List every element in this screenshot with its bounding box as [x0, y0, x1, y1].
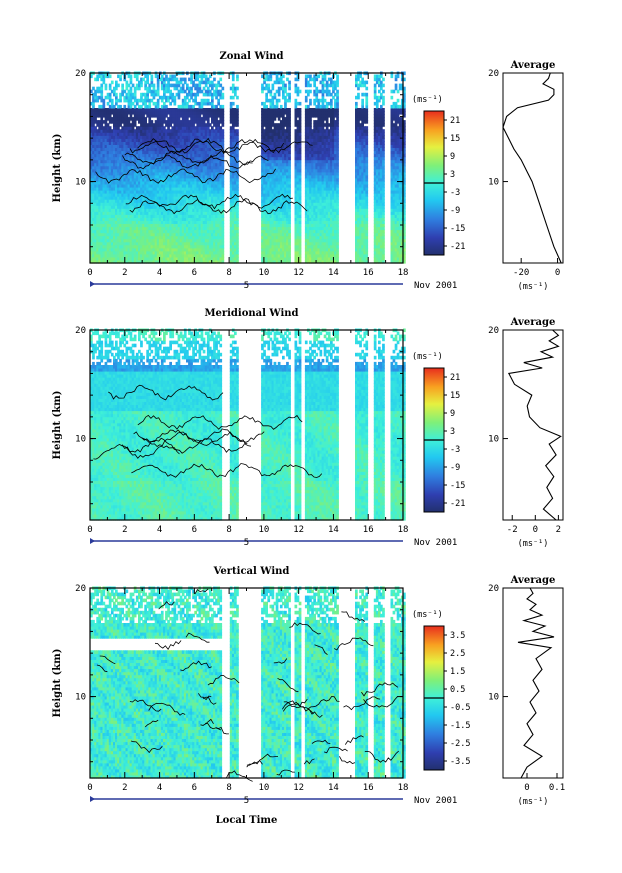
heatmap-cell — [109, 75, 112, 79]
heatmap-cell — [109, 93, 112, 97]
heatmap-cell — [103, 78, 106, 82]
panel-title: Zonal Wind — [219, 51, 283, 62]
heatmap-cell — [111, 81, 114, 85]
heatmap-cell — [115, 87, 118, 91]
heatmap-cell — [130, 78, 133, 82]
heatmap-cell — [117, 84, 120, 88]
heatmap-cell — [132, 84, 135, 88]
heatmap-cell — [100, 93, 103, 97]
heatmap-cell — [138, 87, 141, 91]
heatmap-cell — [100, 87, 103, 91]
wind-figure: Zonal Wind0 2 4 6 8 10 12 14 16 181020Height (km)… — [0, 0, 622, 873]
heatmap-cell — [119, 78, 122, 82]
heatmap-cell — [130, 87, 133, 91]
heatmap-cell — [105, 87, 108, 91]
heatmap-cell — [96, 78, 99, 82]
heatmap-cell — [115, 93, 118, 97]
heatmap-cell — [123, 105, 126, 109]
heatmap-cell — [134, 93, 137, 97]
heatmap-cell — [92, 102, 95, 106]
heatmap-cell — [130, 75, 133, 79]
heatmap-cell — [103, 102, 106, 106]
heatmap-cell — [119, 105, 122, 109]
heatmap-cell — [121, 84, 124, 88]
heatmap-cell — [105, 84, 108, 88]
heatmap-cell — [111, 99, 114, 103]
